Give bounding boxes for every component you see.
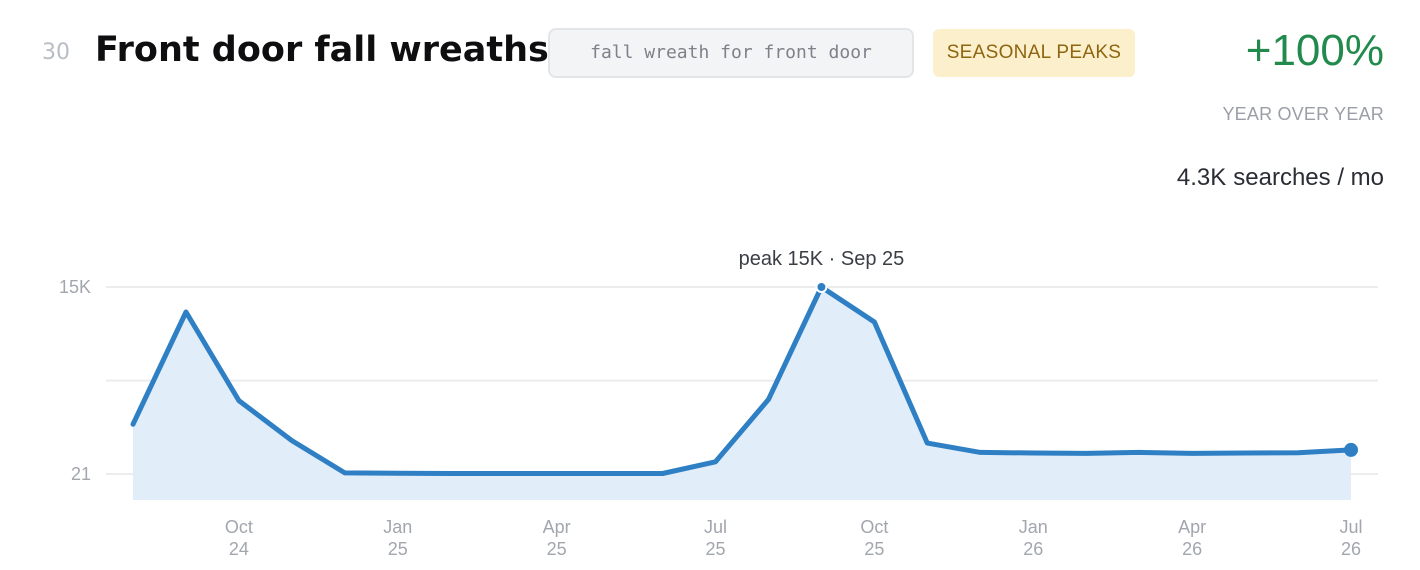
x-tick-year: 25 — [864, 539, 884, 559]
x-tick-year: 25 — [388, 539, 408, 559]
chart-area-layer — [133, 287, 1351, 500]
x-tick-year: 24 — [229, 539, 249, 559]
x-tick-month: Apr — [543, 517, 571, 537]
y-tick-label: 21 — [71, 464, 91, 484]
x-tick-month: Apr — [1178, 517, 1206, 537]
series-area — [133, 287, 1351, 500]
peak-point[interactable] — [815, 281, 828, 293]
trend-rank: 30 — [42, 40, 70, 65]
x-tick-month: Jul — [1339, 517, 1362, 537]
search-volume-value: 4.3K — [1176, 164, 1227, 191]
x-tick-month: Jan — [383, 517, 412, 537]
y-tick-label: 15K — [59, 277, 91, 297]
search-volume-unit: searches / mo — [1233, 164, 1384, 191]
latest-point[interactable] — [1344, 442, 1358, 457]
series-line — [130, 284, 1354, 476]
growth-value: +100% — [1245, 26, 1384, 75]
x-tick-month: Jul — [704, 517, 727, 537]
chart-line-layer — [130, 281, 1358, 476]
x-tick-year: 25 — [547, 539, 567, 559]
x-tick-month: Oct — [860, 517, 888, 537]
search-query-chip[interactable]: fall wreath for front door — [548, 28, 914, 78]
x-tick-month: Oct — [225, 517, 253, 537]
growth-label: YEAR OVER YEAR — [1222, 104, 1384, 124]
x-tick-year: 26 — [1341, 539, 1361, 559]
seasonal-badge: SEASONAL PEAKS — [933, 29, 1135, 77]
x-tick-year: 26 — [1023, 539, 1043, 559]
x-tick-year: 25 — [706, 539, 726, 559]
trend-title: Front door fall wreaths — [95, 30, 549, 70]
search-volume: 4.3K searches / mo — [1177, 164, 1384, 192]
peak-label: peak 15K · Sep 25 — [739, 248, 905, 270]
x-tick-month: Jan — [1019, 517, 1048, 537]
x-tick-year: 26 — [1182, 539, 1202, 559]
